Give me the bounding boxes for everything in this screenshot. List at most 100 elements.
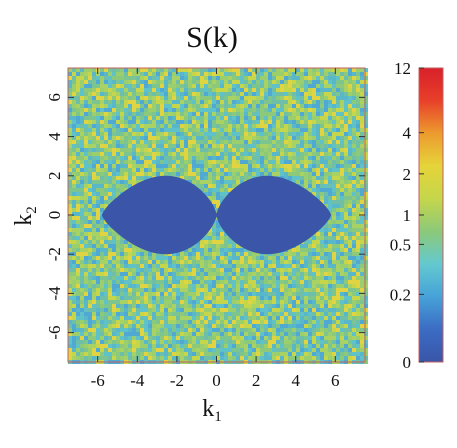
noise-cell xyxy=(136,120,140,124)
noise-cell xyxy=(116,176,120,180)
noise-cell xyxy=(344,144,348,148)
noise-cell xyxy=(168,332,172,336)
noise-cell xyxy=(312,276,316,280)
noise-cell xyxy=(176,100,180,104)
noise-cell xyxy=(164,100,168,104)
noise-cell xyxy=(320,292,324,296)
noise-cell xyxy=(200,312,204,316)
noise-cell xyxy=(204,272,208,276)
noise-cell xyxy=(212,180,216,184)
noise-cell xyxy=(324,112,328,116)
noise-cell xyxy=(176,328,180,332)
noise-cell xyxy=(84,96,88,100)
noise-cell xyxy=(164,96,168,100)
noise-cell xyxy=(284,160,288,164)
noise-cell xyxy=(72,164,76,168)
noise-cell xyxy=(172,92,176,96)
noise-cell xyxy=(348,148,352,152)
noise-cell xyxy=(104,200,108,204)
noise-cell xyxy=(88,188,92,192)
noise-cell xyxy=(76,320,80,324)
noise-cell xyxy=(360,284,364,288)
noise-cell xyxy=(116,192,120,196)
noise-cell xyxy=(312,304,316,308)
noise-cell xyxy=(288,140,292,144)
noise-cell xyxy=(352,72,356,76)
noise-cell xyxy=(216,84,220,88)
noise-cell xyxy=(172,152,176,156)
noise-cell xyxy=(96,120,100,124)
noise-cell xyxy=(100,220,104,224)
noise-cell xyxy=(204,292,208,296)
noise-cell xyxy=(324,292,328,296)
noise-cell xyxy=(320,252,324,256)
noise-cell xyxy=(224,168,228,172)
noise-cell xyxy=(360,308,364,312)
noise-cell xyxy=(300,136,304,140)
noise-cell xyxy=(188,76,192,80)
noise-cell xyxy=(156,144,160,148)
noise-cell xyxy=(320,244,324,248)
noise-cell xyxy=(100,244,104,248)
noise-cell xyxy=(264,144,268,148)
noise-cell xyxy=(136,260,140,264)
noise-cell xyxy=(84,300,88,304)
noise-cell xyxy=(232,300,236,304)
noise-cell xyxy=(296,308,300,312)
noise-cell xyxy=(324,164,328,168)
noise-cell xyxy=(68,232,72,236)
noise-cell xyxy=(288,128,292,132)
noise-cell xyxy=(280,324,284,328)
noise-cell xyxy=(172,124,176,128)
noise-cell xyxy=(272,76,276,80)
noise-cell xyxy=(116,168,120,172)
noise-cell xyxy=(224,284,228,288)
noise-cell xyxy=(212,144,216,148)
noise-cell xyxy=(88,228,92,232)
noise-cell xyxy=(132,284,136,288)
noise-cell xyxy=(224,296,228,300)
noise-cell xyxy=(304,300,308,304)
noise-cell xyxy=(100,248,104,252)
noise-cell xyxy=(316,196,320,200)
noise-cell xyxy=(92,136,96,140)
noise-cell xyxy=(220,236,224,240)
noise-cell xyxy=(68,148,72,152)
noise-cell xyxy=(152,156,156,160)
noise-cell xyxy=(208,296,212,300)
noise-cell xyxy=(76,304,80,308)
noise-cell xyxy=(308,296,312,300)
noise-cell xyxy=(160,140,164,144)
noise-cell xyxy=(120,260,124,264)
noise-cell xyxy=(100,144,104,148)
noise-cell xyxy=(128,156,132,160)
noise-cell xyxy=(292,84,296,88)
noise-cell xyxy=(332,128,336,132)
noise-cell xyxy=(324,152,328,156)
noise-cell xyxy=(136,160,140,164)
noise-cell xyxy=(120,328,124,332)
noise-cell xyxy=(348,68,352,72)
noise-cell xyxy=(356,232,360,236)
noise-cell xyxy=(168,268,172,272)
noise-cell xyxy=(252,268,256,272)
noise-cell xyxy=(148,92,152,96)
noise-cell xyxy=(320,304,324,308)
noise-cell xyxy=(196,172,200,176)
noise-cell xyxy=(324,196,328,200)
noise-cell xyxy=(280,168,284,172)
noise-cell xyxy=(112,68,116,72)
noise-cell xyxy=(88,84,92,88)
noise-cell xyxy=(108,144,112,148)
noise-cell xyxy=(144,116,148,120)
noise-cell xyxy=(344,308,348,312)
noise-cell xyxy=(192,172,196,176)
noise-cell xyxy=(140,332,144,336)
noise-cell xyxy=(92,240,96,244)
noise-cell xyxy=(108,264,112,268)
noise-cell xyxy=(68,96,72,100)
noise-cell xyxy=(220,312,224,316)
noise-cell xyxy=(300,292,304,296)
noise-cell xyxy=(224,276,228,280)
noise-cell xyxy=(216,164,220,168)
